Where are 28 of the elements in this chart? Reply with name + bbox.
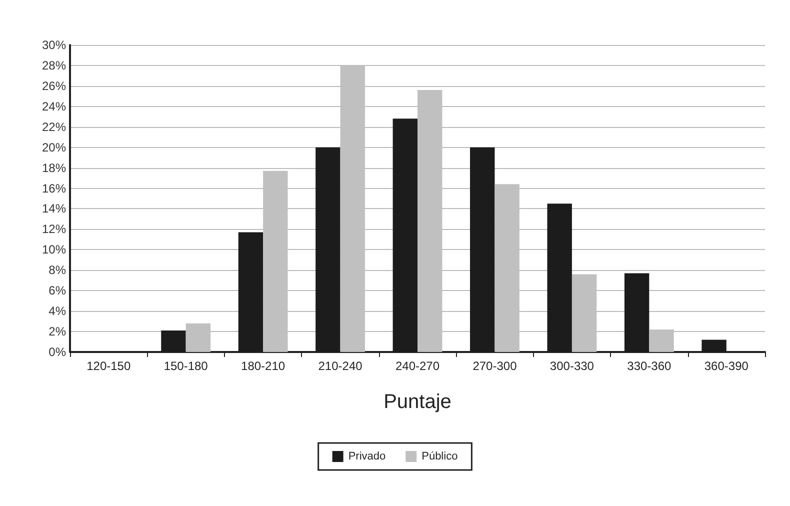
y-tick-label: 8% (48, 263, 66, 278)
y-tick-label: 2% (48, 324, 66, 339)
x-tick-label: 360-390 (704, 359, 749, 373)
x-tick-label: 150-180 (164, 359, 208, 373)
y-tick-label: 16% (42, 181, 66, 196)
y-tick-label: 26% (42, 78, 66, 93)
x-tick-label: 240-270 (395, 359, 440, 373)
legend-label: Público (422, 450, 458, 462)
legend-label: Privado (348, 450, 386, 462)
y-tick-label: 30% (42, 38, 66, 52)
y-tick-label: 6% (48, 284, 66, 298)
x-tick-label: 270-300 (472, 359, 518, 373)
y-tick-label: 0% (48, 345, 66, 359)
y-tick-label: 14% (42, 202, 66, 216)
x-tick-label: 300-330 (550, 359, 594, 373)
y-tick-label: 24% (42, 99, 66, 114)
y-tick-label: 28% (42, 58, 66, 72)
y-tick-label: 4% (48, 304, 66, 318)
y-tick-label: 10% (42, 242, 66, 257)
x-tick-label: 330-360 (627, 359, 672, 373)
y-tick-label: 18% (42, 160, 66, 175)
x-tick-label: 180-210 (241, 359, 286, 373)
y-tick-label: 12% (42, 222, 66, 236)
y-tick-label: 22% (42, 120, 66, 134)
y-tick-label: 20% (42, 140, 66, 154)
x-tick-label: 120-150 (86, 359, 131, 373)
x-axis-title: Puntaje (384, 391, 452, 413)
x-tick-label: 210-240 (318, 359, 363, 373)
